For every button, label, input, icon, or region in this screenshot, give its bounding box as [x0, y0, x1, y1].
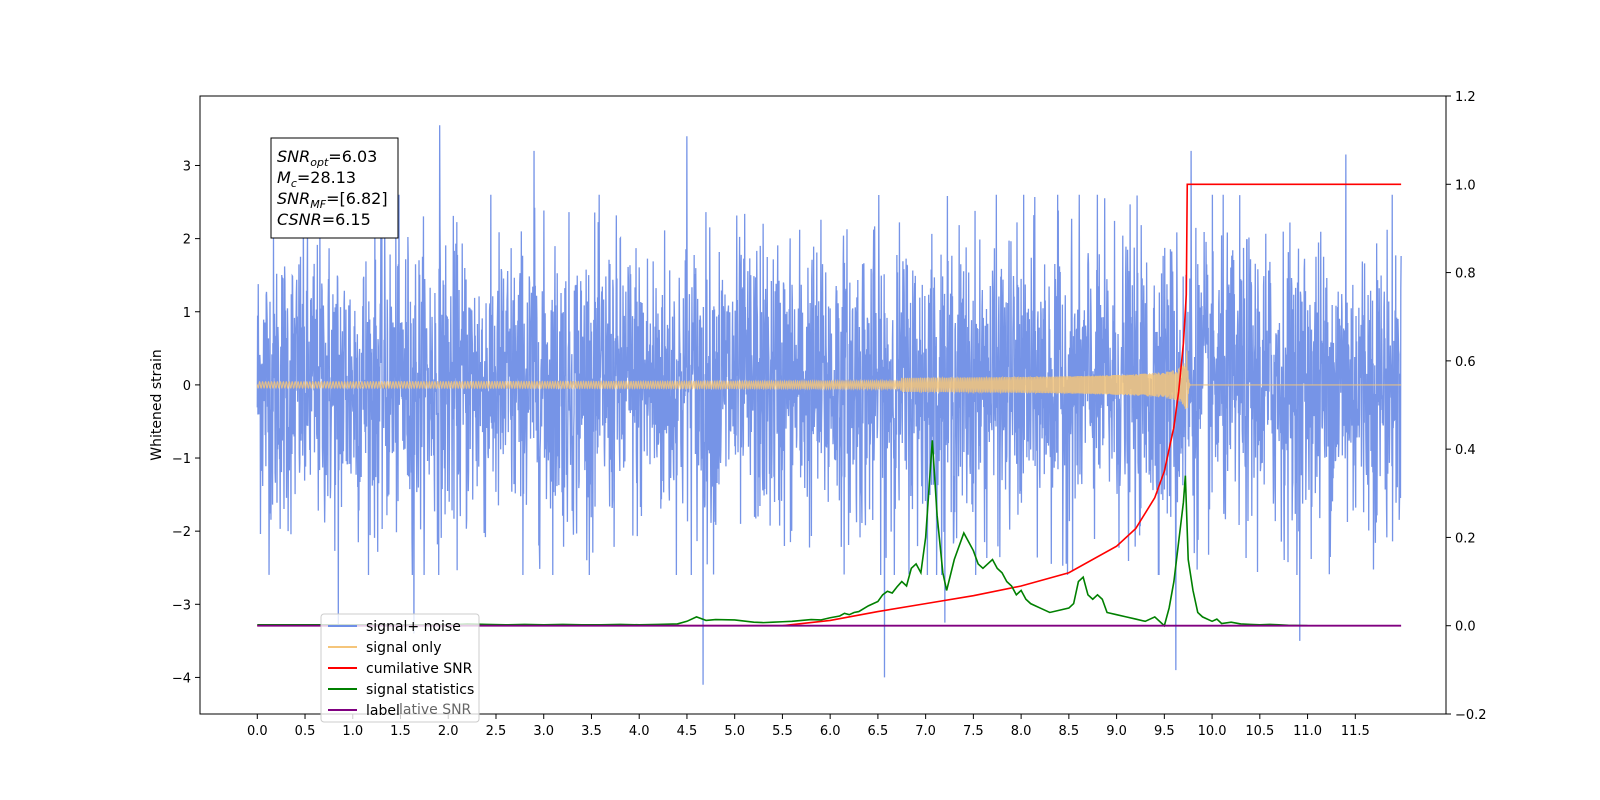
info-subscript: opt — [310, 156, 329, 169]
info-value: =[6.82] — [326, 189, 388, 208]
info-value: =6.15 — [322, 210, 371, 229]
info-subscript: c — [291, 177, 297, 190]
x-tick-label: 4.0 — [629, 724, 650, 739]
info-key: SNR — [277, 147, 310, 166]
y-right-tick-label: −0.2 — [1455, 708, 1487, 723]
x-tick-label: 7.5 — [963, 724, 984, 739]
legend-overlapped-text: lative SNR — [399, 702, 472, 718]
series-cumulative-snr — [257, 183, 1402, 627]
series-signal-noise — [256, 125, 1402, 685]
x-tick-label: 8.0 — [1011, 724, 1032, 739]
x-tick-label: 3.0 — [533, 724, 554, 739]
y-left-tick-label: −1 — [172, 452, 191, 467]
info-line: SNRMF=[6.82] — [277, 189, 388, 211]
x-tick-label: 2.5 — [486, 724, 507, 739]
y-left-tick-label: 1 — [183, 306, 191, 321]
x-tick-label: 7.0 — [915, 724, 936, 739]
x-tick-label: 11.5 — [1341, 724, 1370, 739]
y-left-tick-label: 3 — [183, 159, 191, 174]
y-axis-left: 3 2 1 0 −1 −2 −3 −4 — [172, 159, 200, 686]
x-tick-label: 1.0 — [342, 724, 363, 739]
info-line: CSNR=6.15 — [277, 210, 371, 229]
x-tick-label: 4.5 — [677, 724, 698, 739]
x-tick-label: 6.0 — [820, 724, 841, 739]
legend-label-1: signal only — [366, 640, 441, 656]
y-left-tick-label: 0 — [183, 379, 191, 394]
x-tick-label: 11.0 — [1293, 724, 1322, 739]
y-right-tick-label: 0.2 — [1455, 531, 1476, 546]
x-tick-label: 6.5 — [868, 724, 889, 739]
y-right-tick-label: 0.4 — [1455, 443, 1476, 458]
info-key: CSNR — [277, 210, 322, 229]
legend-label-0: signal+ noise — [366, 619, 461, 635]
x-tick-label: 0.5 — [295, 724, 316, 739]
x-tick-label: 9.5 — [1154, 724, 1175, 739]
series-layer — [256, 125, 1402, 685]
series-signal-only — [256, 350, 1402, 410]
x-tick-label: 1.5 — [390, 724, 411, 739]
x-tick-label: 3.5 — [581, 724, 602, 739]
info-subscript: MF — [310, 198, 326, 211]
x-tick-label: 10.5 — [1245, 724, 1274, 739]
info-value: =28.13 — [297, 168, 356, 187]
legend-label-2: cumilative SNR — [366, 661, 473, 677]
y-right-tick-label: 0.6 — [1455, 355, 1476, 370]
legend-label-3: signal statistics — [366, 682, 474, 698]
y-right-tick-label: 0.8 — [1455, 267, 1476, 282]
y-axis-label: Whitened strain — [149, 349, 165, 460]
plot-frame — [199, 95, 1447, 715]
x-tick-label: 0.0 — [247, 724, 268, 739]
info-key: SNR — [277, 189, 310, 208]
x-tick-label: 10.0 — [1198, 724, 1227, 739]
series-signal-statistics — [257, 440, 1308, 628]
info-line: SNRopt=6.03 — [277, 147, 377, 169]
y-left-tick-label: −3 — [172, 598, 191, 613]
x-axis: 0.0 0.5 1.0 1.5 2.0 2.5 3.0 3.5 4.0 4.5 5.0 5.5 6.0 6… — [247, 714, 1370, 739]
y-left-tick-label: 2 — [183, 233, 191, 248]
info-value: =6.03 — [328, 147, 377, 166]
y-right-tick-label: 0.0 — [1455, 620, 1476, 635]
x-tick-label: 5.5 — [772, 724, 793, 739]
x-tick-label: 5.0 — [724, 724, 745, 739]
x-tick-label: 8.5 — [1059, 724, 1080, 739]
y-axis-right: 1.2 1.0 0.8 0.6 0.4 0.2 0.0 −0.2 — [1446, 90, 1487, 723]
info-box-frame — [270, 137, 399, 239]
x-tick-label: 2.0 — [438, 724, 459, 739]
legend-label-4: label — [366, 703, 400, 719]
info-key: M — [277, 168, 291, 187]
info-line: Mc=28.13 — [277, 168, 356, 190]
y-right-tick-label: 1.2 — [1455, 90, 1476, 105]
legend: lative SNR signal+ noise signal only cumila… — [320, 613, 480, 723]
y-right-tick-label: 1.0 — [1455, 178, 1476, 193]
y-left-tick-label: −4 — [172, 671, 191, 686]
legend-frame — [320, 613, 480, 723]
y-left-tick-label: −2 — [172, 525, 191, 540]
x-tick-label: 9.0 — [1106, 724, 1127, 739]
